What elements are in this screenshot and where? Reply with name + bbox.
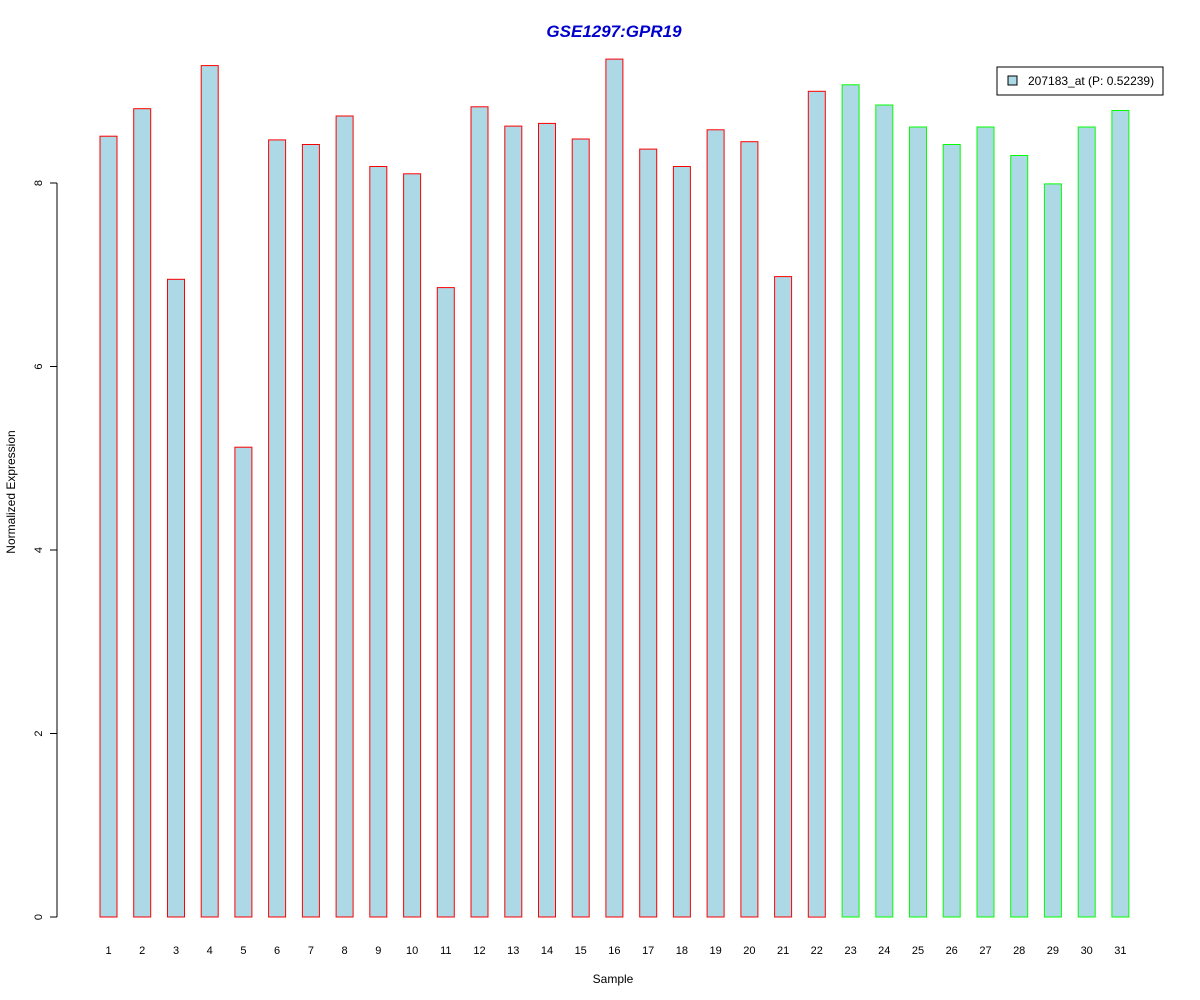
x-tick-label: 11: [440, 945, 451, 957]
x-tick-label: 21: [777, 945, 789, 957]
bar: [976, 126, 995, 918]
bar: [942, 144, 961, 918]
bar: [200, 65, 219, 918]
bar: [403, 173, 422, 918]
y-tick-label: 4: [33, 547, 45, 553]
x-tick-label: 31: [1114, 945, 1126, 957]
bar: [1077, 126, 1096, 918]
bar: [740, 141, 759, 918]
bar: [706, 129, 725, 918]
y-axis-label: Normalized Expression: [4, 430, 18, 553]
y-tick-label: 6: [33, 363, 45, 369]
y-tick-label: 2: [33, 730, 45, 736]
x-tick-label: 29: [1047, 945, 1059, 957]
x-tick-label: 26: [946, 945, 958, 957]
bar: [807, 90, 826, 918]
bars-group: [99, 58, 1130, 918]
x-tick-label: 14: [541, 945, 553, 957]
x-tick-label: 8: [342, 945, 348, 957]
y-axis: 0 2 4 6 8: [33, 180, 58, 920]
bar: [1010, 155, 1029, 918]
x-tick-label: 28: [1013, 945, 1025, 957]
bar: [774, 276, 793, 918]
x-tick-label: 19: [709, 945, 721, 957]
bar: [167, 278, 185, 918]
x-tick-label: 23: [844, 945, 856, 957]
x-tick-label: 6: [274, 945, 280, 957]
x-tick-label: 17: [642, 945, 654, 957]
legend-box: [996, 66, 1164, 96]
x-tick-label: 7: [308, 945, 314, 957]
x-axis-label: Sample: [593, 972, 634, 986]
x-tick-label: 13: [507, 945, 519, 957]
bar: [335, 115, 354, 918]
bar: [436, 287, 455, 918]
x-tick-label: 18: [676, 945, 688, 957]
x-tick-label: 1: [105, 945, 111, 957]
y-tick-label: 0: [33, 914, 45, 920]
bar: [571, 138, 590, 918]
x-tick-label: 9: [375, 945, 381, 957]
x-tick-label: 22: [811, 945, 823, 957]
x-tick-label: 4: [207, 945, 213, 957]
x-tick-label: 24: [878, 945, 890, 957]
x-tick-label: 20: [743, 945, 755, 957]
x-tick-label: 2: [139, 945, 145, 957]
x-tick-label: 15: [575, 945, 587, 957]
legend-swatch: [1007, 75, 1018, 86]
x-tick-label: 3: [173, 945, 179, 957]
x-axis: 1 2 3 4 5 6 7 8 9 10 11 12 13 14 15 16 17 18 19 20 21 22 23 24 2…: [105, 945, 1126, 957]
bar: [504, 125, 523, 918]
bar: [672, 166, 691, 918]
chart-title: GSE1297:GPR19: [546, 22, 682, 41]
bar: [1111, 110, 1130, 918]
bar: [909, 126, 927, 918]
bar: [605, 58, 624, 918]
x-tick-label: 30: [1081, 945, 1093, 957]
bar: [234, 446, 253, 918]
legend-label: 207183_at (P: 0.52239): [1028, 74, 1154, 88]
x-tick-label: 12: [473, 945, 485, 957]
x-tick-label: 25: [912, 945, 924, 957]
bar: [538, 122, 556, 918]
x-tick-label: 16: [608, 945, 620, 957]
bar: [133, 108, 152, 918]
bar: [301, 144, 320, 918]
bar: [369, 166, 388, 918]
x-tick-label: 5: [240, 945, 246, 957]
y-tick-label: 8: [33, 180, 45, 186]
legend: 207183_at (P: 0.52239): [996, 66, 1164, 96]
bar: [875, 104, 894, 918]
x-tick-label: 10: [406, 945, 418, 957]
bar: [1043, 183, 1062, 918]
bar: [470, 106, 489, 918]
bar: [639, 148, 658, 918]
bar: [841, 84, 860, 918]
bar: [268, 139, 287, 918]
bar: [99, 135, 118, 918]
x-tick-label: 27: [979, 945, 991, 957]
